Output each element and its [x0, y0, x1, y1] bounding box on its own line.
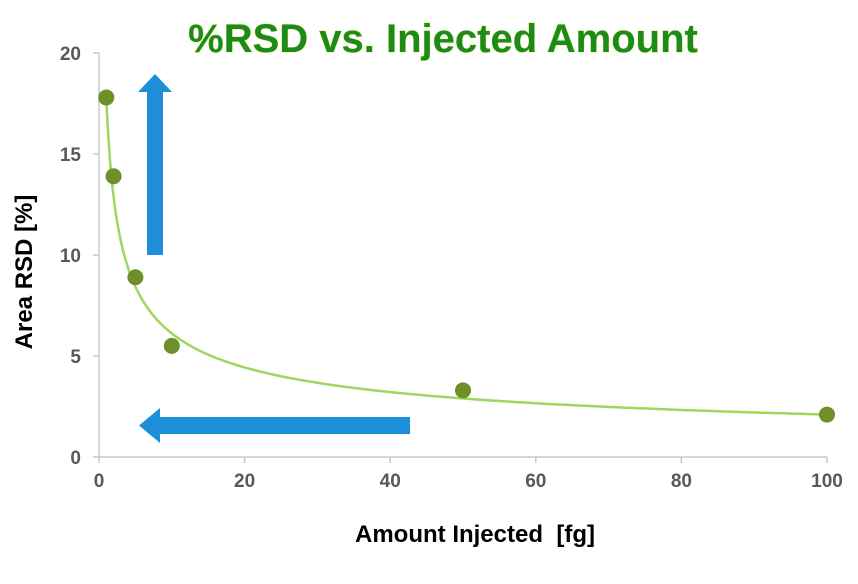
x-tick-label: 40 [380, 471, 401, 492]
y-tick-label: 20 [60, 44, 81, 65]
y-axis-label: Area RSD [%] [11, 195, 38, 350]
y-tick-label: 0 [70, 448, 81, 469]
arrow-up-icon [138, 74, 172, 255]
y-tick-label: 5 [70, 347, 81, 368]
data-point [455, 382, 471, 399]
data-point [127, 269, 144, 286]
x-axis-label: Amount Injected [fg] [355, 521, 595, 548]
x-tick-label: 20 [234, 471, 255, 492]
axes: 0 5 10 15 20 0 20 40 60 80 100 [60, 44, 843, 492]
x-tick-label: 80 [671, 471, 692, 492]
x-tick-label: 60 [525, 471, 546, 492]
data-point [819, 406, 835, 423]
trendline [105, 97, 821, 416]
data-point [98, 89, 115, 106]
annotation-arrows [138, 74, 410, 443]
x-tick-label: 100 [811, 471, 843, 492]
y-tick-label: 15 [60, 145, 82, 166]
chart-title: %RSD vs. Injected Amount [188, 17, 698, 61]
arrow-left-icon [139, 408, 410, 443]
data-points [98, 89, 835, 423]
data-point [163, 337, 180, 354]
x-tick-label: 0 [94, 471, 105, 492]
y-tick-label: 10 [60, 246, 81, 267]
data-point [105, 168, 122, 185]
